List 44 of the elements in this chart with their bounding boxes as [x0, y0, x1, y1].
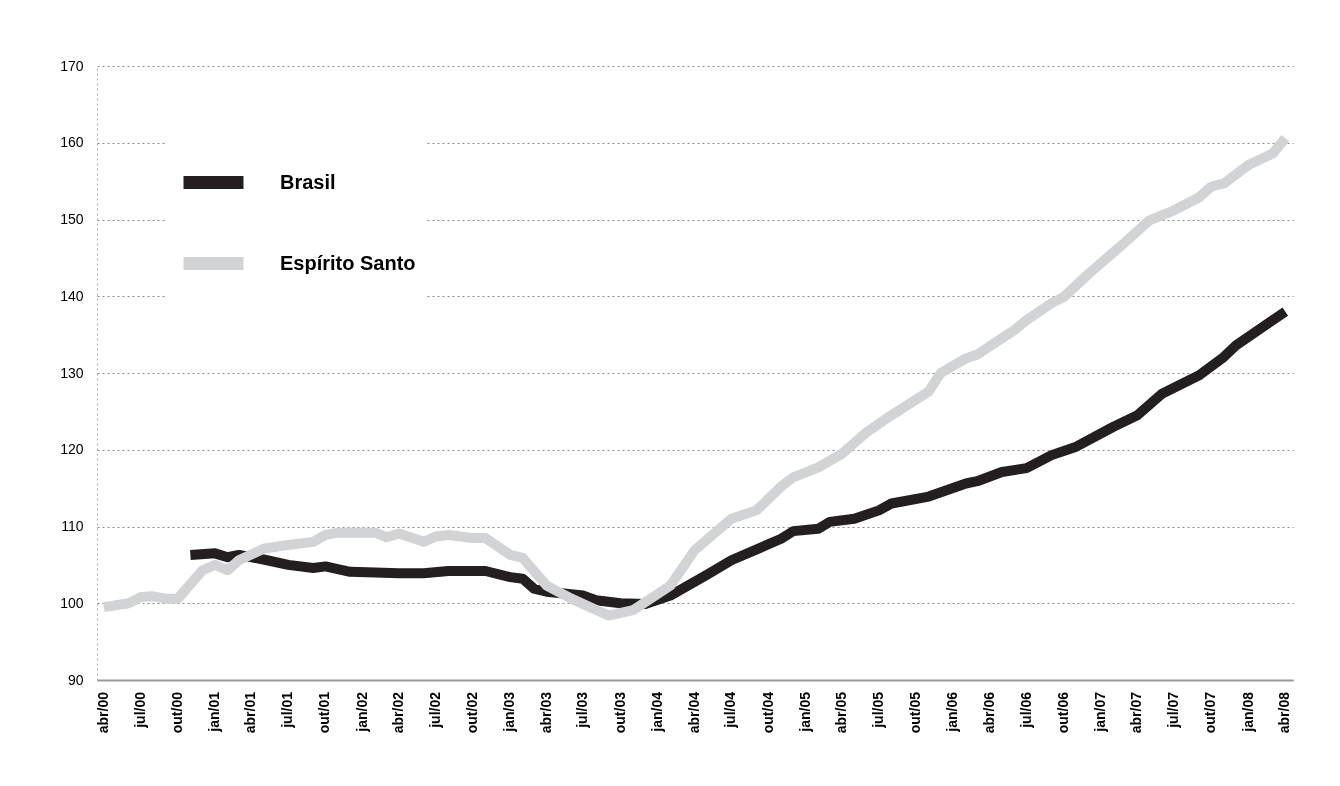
y-tick-label: 170 — [60, 57, 84, 74]
x-tick-label: abr/04 — [685, 691, 702, 734]
x-tick-label: abr/02 — [390, 691, 407, 734]
x-tick-label: abr/00 — [94, 691, 111, 734]
legend-label: Brasil — [280, 170, 336, 193]
x-tick-label: out/02 — [464, 691, 481, 734]
x-tick-label: jan/03 — [501, 691, 518, 733]
x-tick-label: jan/05 — [796, 691, 813, 733]
x-tick-label: jan/06 — [944, 691, 961, 733]
x-tick-label: jul/03 — [574, 691, 591, 729]
legend-label: Espírito Santo — [280, 251, 416, 274]
x-tick-label: jul/02 — [426, 691, 443, 729]
x-tick-label: jan/07 — [1091, 691, 1108, 733]
x-tick-label: jul/06 — [1017, 691, 1034, 729]
x-tick-label: jul/05 — [869, 691, 886, 729]
x-tick-label: abr/01 — [242, 691, 259, 734]
x-tick-label: abr/06 — [980, 691, 997, 734]
y-tick-label: 130 — [60, 364, 84, 381]
x-tick-label: jul/01 — [279, 691, 296, 729]
x-tick-label: jan/08 — [1239, 691, 1256, 733]
y-tick-label: 100 — [60, 594, 84, 611]
x-tick-label: out/01 — [316, 691, 333, 734]
x-tick-label: jul/00 — [131, 691, 148, 729]
y-tick-label: 140 — [60, 287, 84, 304]
x-tick-label: abr/05 — [833, 691, 850, 734]
x-tick-label: abr/07 — [1128, 691, 1145, 734]
x-tick-label: jan/02 — [353, 691, 370, 733]
x-tick-label: jan/01 — [206, 691, 223, 733]
x-tick-label: out/00 — [168, 691, 185, 734]
x-tick-label: out/06 — [1054, 691, 1071, 734]
y-tick-label: 110 — [61, 518, 84, 534]
x-tick-label: jul/04 — [722, 691, 739, 729]
y-tick-label: 90 — [67, 671, 84, 688]
x-tick-label: abr/03 — [537, 691, 554, 734]
x-tick-label: jul/07 — [1165, 691, 1182, 729]
x-tick-label: jan/04 — [648, 691, 665, 733]
y-tick-label: 160 — [60, 134, 84, 151]
x-tick-label: out/07 — [1202, 691, 1219, 734]
y-tick-label: 150 — [60, 211, 84, 227]
x-tick-label: out/03 — [611, 691, 628, 734]
y-tick-label: 120 — [60, 441, 84, 458]
x-tick-label: out/04 — [759, 691, 776, 734]
x-tick-label: out/05 — [907, 691, 924, 734]
x-tick-label: abr/08 — [1276, 691, 1293, 734]
